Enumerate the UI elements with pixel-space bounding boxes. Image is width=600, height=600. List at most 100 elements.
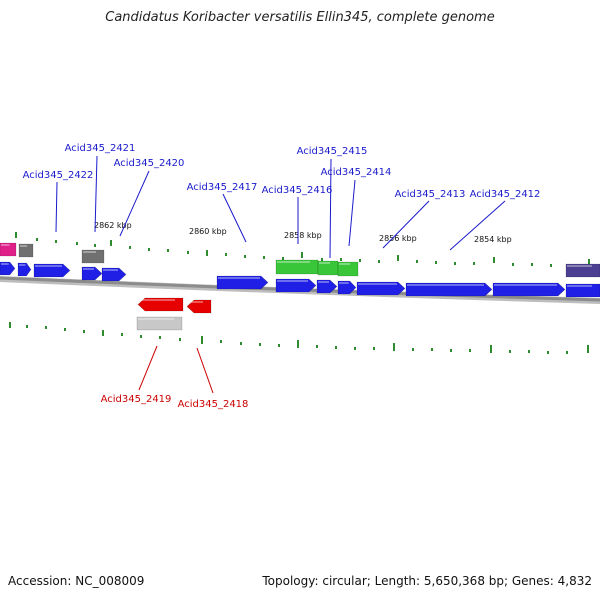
gene-acid345-2422 bbox=[33, 263, 71, 278]
gene-acid345-2415-highlight bbox=[319, 262, 330, 264]
gene-light-gray-highlight bbox=[138, 318, 174, 320]
gene-label-leader bbox=[222, 193, 247, 243]
scale-tick-upper bbox=[321, 258, 323, 261]
gene-forward bbox=[316, 279, 338, 294]
gene-magenta bbox=[0, 242, 17, 257]
scale-tick-upper bbox=[416, 260, 418, 263]
gene-light-gray bbox=[136, 316, 183, 331]
scale-tick-lower bbox=[259, 343, 261, 346]
gene-label-leader bbox=[329, 158, 332, 259]
scale-tick-upper bbox=[435, 261, 437, 264]
gene-label[interactable]: Acid345_2419 bbox=[101, 394, 172, 405]
scale-tick-upper bbox=[148, 248, 150, 251]
scale-tick-lower bbox=[102, 330, 104, 336]
scale-tick-lower bbox=[509, 350, 511, 353]
gene-acid345-2413-highlight bbox=[358, 283, 397, 285]
scale-label: 2856 kbp bbox=[379, 234, 417, 243]
gene-rna-2 bbox=[81, 249, 105, 264]
gene-acid345-2416-highlight bbox=[277, 261, 310, 263]
gene-acid345-2419-highlight bbox=[139, 299, 175, 301]
scale-tick-lower bbox=[490, 345, 492, 353]
scale-tick-lower bbox=[566, 351, 568, 354]
gene-forward-highlight bbox=[407, 284, 484, 286]
gene-label[interactable]: Acid345_2420 bbox=[114, 158, 185, 169]
scale-tick-upper bbox=[531, 263, 533, 266]
scale-tick-upper bbox=[15, 232, 17, 238]
scale-tick-upper bbox=[588, 259, 590, 265]
gene-acid345-2414-highlight bbox=[339, 263, 350, 265]
scale-tick-upper bbox=[301, 252, 303, 258]
gene-label[interactable]: Acid345_2418 bbox=[178, 399, 249, 410]
gene-label[interactable]: Acid345_2412 bbox=[470, 189, 541, 200]
scale-tick-lower bbox=[335, 346, 337, 349]
scale-tick-upper bbox=[206, 250, 208, 256]
scale-tick-upper bbox=[110, 240, 112, 246]
gene-label[interactable]: Acid345_2417 bbox=[187, 182, 258, 193]
scale-tick-lower bbox=[201, 336, 203, 344]
gene-acid345-2414 bbox=[337, 261, 359, 277]
gene-forward bbox=[0, 261, 16, 276]
gene-acid345-2412-highlight bbox=[494, 284, 557, 286]
scale-tick-lower bbox=[64, 328, 66, 331]
gene-label-leader bbox=[449, 200, 506, 251]
scale-label: 2858 kbp bbox=[284, 231, 322, 240]
gene-forward bbox=[405, 282, 493, 297]
gene-label[interactable]: Acid345_2421 bbox=[65, 143, 136, 154]
scale-tick-lower bbox=[121, 333, 123, 336]
gene-forward bbox=[565, 283, 600, 298]
gene-acid345-2419 bbox=[137, 297, 184, 312]
gene-acid345-2417-highlight bbox=[218, 277, 260, 279]
gene-label[interactable]: Acid345_2422 bbox=[23, 170, 94, 181]
gene-forward bbox=[275, 278, 317, 293]
scale-tick-lower bbox=[354, 347, 356, 350]
gene-label[interactable]: Acid345_2415 bbox=[297, 146, 368, 157]
scale-tick-upper bbox=[550, 264, 552, 267]
scale-tick-upper bbox=[512, 263, 514, 266]
gene-label-leader bbox=[196, 347, 214, 394]
scale-tick-lower bbox=[528, 350, 530, 353]
scale-tick-lower bbox=[587, 345, 589, 353]
gene-dark-purple bbox=[565, 263, 600, 278]
scale-tick-lower bbox=[240, 342, 242, 345]
gene-acid345-2420-highlight bbox=[103, 269, 118, 271]
accession-label: Accession: NC_008009 bbox=[8, 574, 145, 588]
scale-tick-lower bbox=[469, 349, 471, 352]
scale-tick-upper bbox=[359, 259, 361, 262]
gene-label[interactable]: Acid345_2416 bbox=[262, 185, 333, 196]
scale-tick-upper bbox=[473, 262, 475, 265]
gene-acid345-2418 bbox=[186, 299, 212, 314]
gene-acid345-2413 bbox=[356, 281, 406, 296]
gene-acid345-2418-highlight bbox=[188, 301, 203, 303]
gene-label-leader bbox=[119, 170, 150, 237]
scale-tick-lower bbox=[45, 326, 47, 329]
scale-tick-upper bbox=[55, 240, 57, 243]
scale-tick-lower bbox=[547, 351, 549, 354]
gene-dark-purple-highlight bbox=[567, 265, 592, 267]
scale-tick-upper bbox=[36, 238, 38, 241]
gene-label-leader bbox=[94, 155, 98, 233]
gene-rna-1 bbox=[18, 243, 34, 258]
gene-acid345-2422-highlight bbox=[35, 265, 62, 267]
gene-label[interactable]: Acid345_2414 bbox=[321, 167, 392, 178]
topology-label: Topology: circular; Length: 5,650,368 bp… bbox=[262, 574, 592, 588]
gene-forward-highlight bbox=[277, 280, 308, 282]
scale-tick-lower bbox=[297, 340, 299, 348]
scale-tick-lower bbox=[450, 349, 452, 352]
gene-label-leader bbox=[348, 179, 356, 247]
gene-forward-highlight bbox=[567, 285, 592, 287]
gene-forward-highlight bbox=[19, 264, 26, 266]
scale-label: 2854 kbp bbox=[474, 235, 512, 244]
scale-tick-upper bbox=[94, 244, 96, 247]
gene-acid345-2412 bbox=[492, 282, 566, 297]
scale-tick-lower bbox=[140, 335, 142, 338]
scale-tick-lower bbox=[179, 338, 181, 341]
gene-forward-highlight bbox=[318, 281, 329, 283]
scale-tick-upper bbox=[187, 251, 189, 254]
gene-label[interactable]: Acid345_2413 bbox=[395, 189, 466, 200]
scale-tick-upper bbox=[378, 260, 380, 263]
scale-tick-lower bbox=[393, 343, 395, 351]
gene-label-leader bbox=[382, 200, 430, 249]
scale-tick-upper bbox=[454, 262, 456, 265]
